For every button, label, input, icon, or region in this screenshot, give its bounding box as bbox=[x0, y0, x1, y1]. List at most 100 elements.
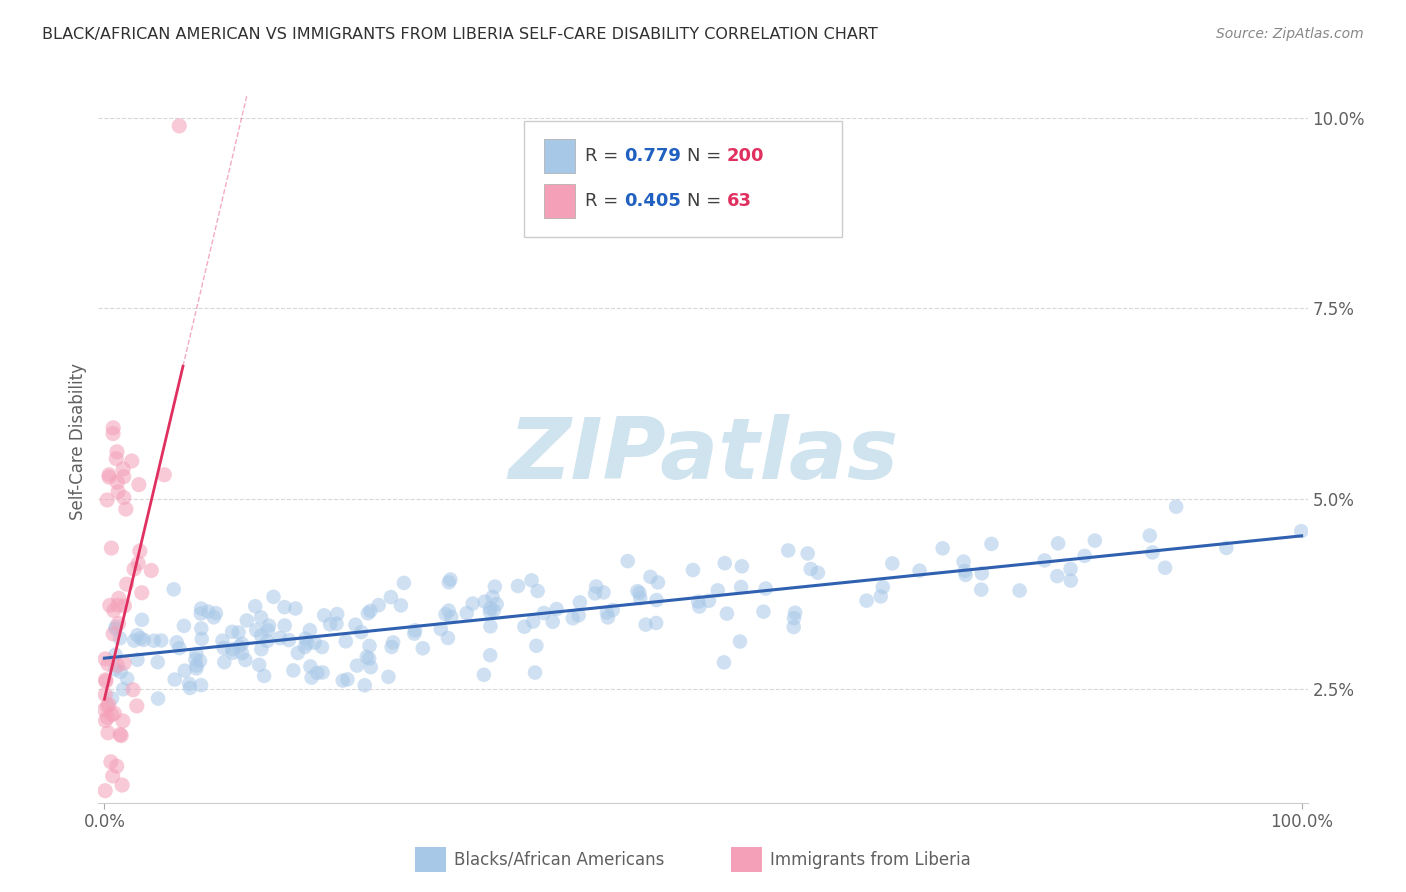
Point bbox=[647, 575, 669, 590]
Point bbox=[908, 564, 931, 578]
Point bbox=[146, 691, 169, 706]
Point bbox=[596, 606, 619, 620]
Point bbox=[1166, 500, 1188, 514]
Point bbox=[546, 602, 568, 616]
Point bbox=[311, 640, 333, 654]
Point bbox=[1046, 569, 1069, 583]
Point bbox=[628, 591, 651, 606]
Point bbox=[1047, 536, 1070, 550]
Point bbox=[783, 620, 806, 634]
Point bbox=[231, 646, 253, 660]
Point bbox=[484, 580, 506, 594]
Point bbox=[188, 654, 211, 668]
Point bbox=[404, 624, 426, 638]
Point bbox=[953, 564, 976, 578]
Point bbox=[524, 665, 547, 680]
Point bbox=[211, 633, 233, 648]
Text: BLACK/AFRICAN AMERICAN VS IMMIGRANTS FROM LIBERIA SELF-CARE DISABILITY CORRELATI: BLACK/AFRICAN AMERICAN VS IMMIGRANTS FRO… bbox=[42, 27, 877, 42]
Point bbox=[115, 834, 138, 848]
Point bbox=[869, 590, 891, 604]
Point bbox=[533, 606, 555, 620]
Point bbox=[634, 617, 657, 632]
Point bbox=[115, 577, 138, 591]
Point bbox=[100, 755, 122, 769]
Point bbox=[121, 454, 143, 468]
Point bbox=[568, 595, 591, 609]
Point bbox=[479, 601, 502, 615]
Point bbox=[752, 605, 775, 619]
Point bbox=[131, 613, 153, 627]
Point bbox=[107, 484, 129, 499]
Point bbox=[585, 579, 607, 593]
Point bbox=[524, 639, 547, 653]
Point bbox=[1033, 553, 1056, 567]
Point bbox=[301, 671, 323, 685]
Point bbox=[197, 605, 219, 619]
Point bbox=[284, 601, 307, 615]
Point bbox=[356, 649, 378, 664]
Point bbox=[96, 860, 118, 874]
Point bbox=[127, 628, 149, 642]
Point bbox=[105, 475, 128, 490]
Point bbox=[377, 670, 399, 684]
Point bbox=[107, 616, 129, 631]
Point bbox=[955, 568, 977, 582]
Point bbox=[256, 634, 278, 648]
Point bbox=[231, 637, 253, 651]
Point bbox=[456, 606, 478, 620]
Point bbox=[474, 594, 496, 608]
Point bbox=[730, 580, 752, 594]
Point bbox=[179, 681, 201, 695]
Point bbox=[202, 610, 225, 624]
Point bbox=[97, 726, 120, 740]
Point bbox=[332, 673, 354, 688]
Point bbox=[111, 778, 134, 792]
Point bbox=[235, 653, 257, 667]
Point bbox=[228, 640, 250, 654]
Point bbox=[1073, 549, 1095, 563]
Point bbox=[100, 707, 122, 722]
Point bbox=[478, 605, 501, 619]
Point bbox=[882, 557, 904, 571]
Y-axis label: Self-Care Disability: Self-Care Disability bbox=[69, 363, 87, 520]
Point bbox=[128, 477, 150, 491]
Point bbox=[104, 662, 127, 676]
Point bbox=[357, 607, 380, 621]
Text: R =: R = bbox=[585, 192, 623, 210]
Point bbox=[96, 710, 118, 724]
Text: 200: 200 bbox=[727, 147, 763, 165]
Point bbox=[800, 562, 823, 576]
Point bbox=[93, 703, 115, 717]
Point bbox=[94, 652, 117, 666]
Point bbox=[111, 714, 134, 728]
Point bbox=[319, 617, 342, 632]
Point bbox=[592, 585, 614, 599]
Point bbox=[479, 648, 502, 663]
Point bbox=[367, 598, 389, 612]
Point bbox=[728, 634, 751, 648]
Point bbox=[392, 575, 415, 590]
Text: 63: 63 bbox=[727, 192, 752, 210]
Point bbox=[807, 566, 830, 580]
Point bbox=[104, 620, 127, 634]
Point bbox=[108, 727, 131, 741]
Point bbox=[184, 652, 207, 666]
Point bbox=[94, 714, 117, 728]
Text: Immigrants from Liberia: Immigrants from Liberia bbox=[770, 851, 972, 869]
Point bbox=[297, 636, 319, 650]
Point bbox=[628, 586, 651, 600]
Point bbox=[107, 591, 129, 606]
Point bbox=[602, 603, 624, 617]
Point bbox=[1008, 583, 1031, 598]
Point bbox=[325, 616, 347, 631]
Text: Source: ZipAtlas.com: Source: ZipAtlas.com bbox=[1216, 27, 1364, 41]
Point bbox=[326, 607, 349, 621]
Point bbox=[645, 615, 668, 630]
Point bbox=[221, 642, 243, 657]
Point bbox=[108, 806, 131, 821]
Point bbox=[360, 660, 382, 674]
Point bbox=[167, 119, 190, 133]
Point bbox=[430, 622, 453, 636]
Point bbox=[697, 593, 720, 607]
Point bbox=[1060, 574, 1083, 588]
